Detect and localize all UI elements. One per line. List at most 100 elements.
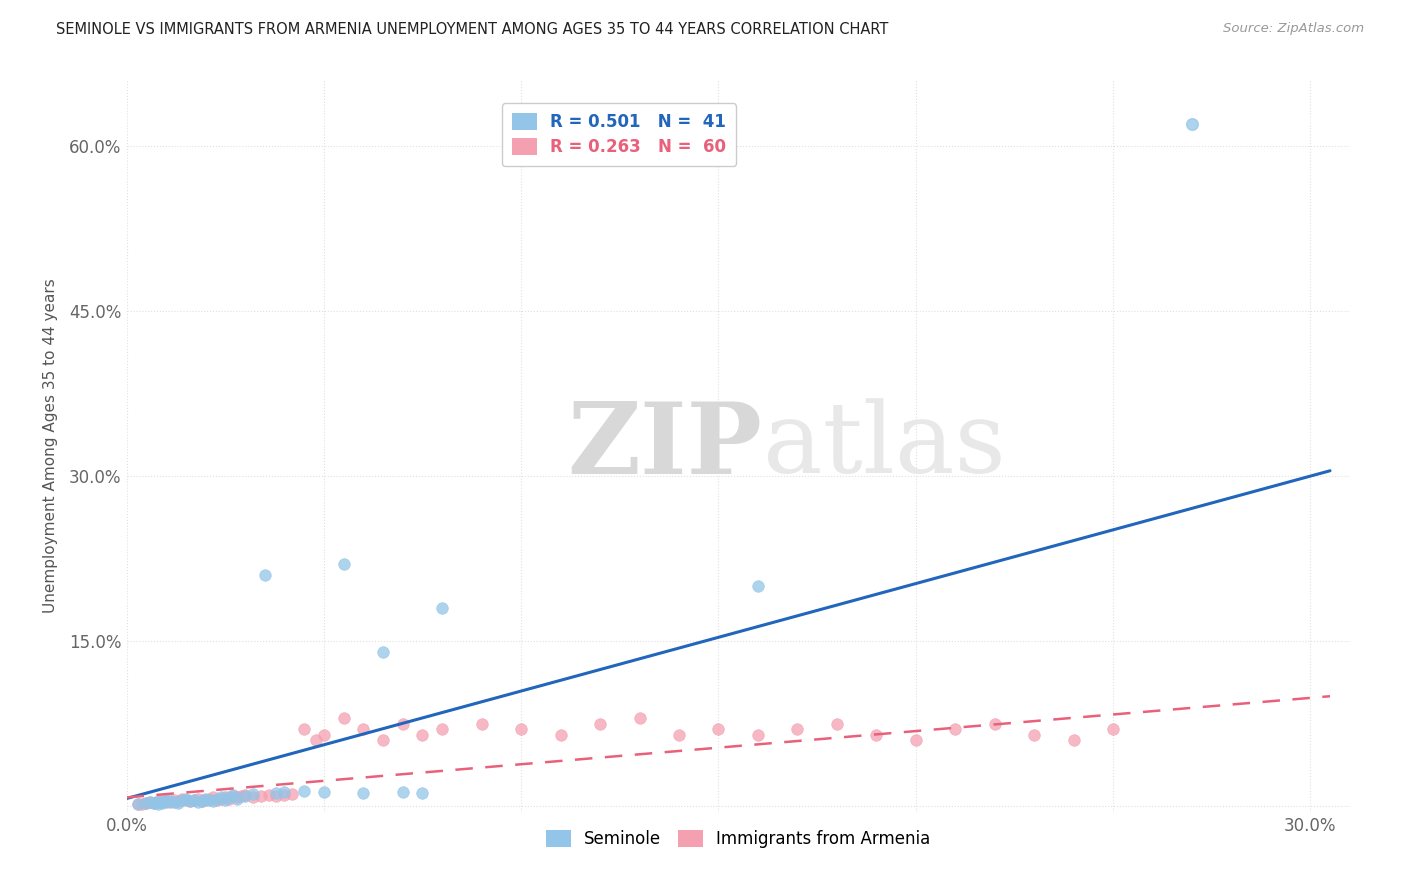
Point xyxy=(214,790,236,805)
Point xyxy=(1102,723,1125,737)
Point xyxy=(159,795,181,809)
Point xyxy=(233,789,256,804)
Point xyxy=(281,787,304,801)
Point xyxy=(218,790,240,805)
Point xyxy=(179,794,201,808)
Point xyxy=(292,723,315,737)
Text: SEMINOLE VS IMMIGRANTS FROM ARMENIA UNEMPLOYMENT AMONG AGES 35 TO 44 YEARS CORRE: SEMINOLE VS IMMIGRANTS FROM ARMENIA UNEM… xyxy=(56,22,889,37)
Point xyxy=(198,791,221,805)
Point xyxy=(146,794,169,808)
Point xyxy=(174,792,197,806)
Point xyxy=(127,797,149,811)
Point xyxy=(589,716,612,731)
Point xyxy=(305,733,328,747)
Point xyxy=(292,784,315,798)
Point xyxy=(391,785,413,799)
Point xyxy=(139,795,162,809)
Point xyxy=(411,786,433,800)
Point xyxy=(155,794,177,808)
Point xyxy=(198,792,221,806)
Point xyxy=(266,786,288,800)
Point xyxy=(273,785,295,799)
Point xyxy=(202,794,225,808)
Y-axis label: Unemployment Among Ages 35 to 44 years: Unemployment Among Ages 35 to 44 years xyxy=(44,278,58,614)
Point xyxy=(183,792,205,806)
Point xyxy=(170,792,193,806)
Point xyxy=(150,794,173,808)
Point xyxy=(332,711,354,725)
Point xyxy=(257,789,280,803)
Point xyxy=(183,792,205,806)
Point xyxy=(668,728,690,742)
Point xyxy=(135,796,157,810)
Point xyxy=(253,568,276,582)
Point xyxy=(190,794,212,808)
Point xyxy=(226,790,249,805)
Point xyxy=(135,796,157,810)
Point xyxy=(190,794,212,808)
Point xyxy=(707,723,730,737)
Point xyxy=(194,792,217,806)
Point xyxy=(187,791,209,805)
Point xyxy=(166,796,188,810)
Point xyxy=(159,794,181,808)
Point xyxy=(170,791,193,805)
Point xyxy=(150,796,173,810)
Point xyxy=(166,794,188,808)
Point xyxy=(943,723,966,737)
Point xyxy=(155,795,177,809)
Point xyxy=(352,723,374,737)
Point xyxy=(242,790,264,805)
Point xyxy=(218,791,240,805)
Point xyxy=(510,723,533,737)
Point xyxy=(411,728,433,742)
Point xyxy=(179,794,201,808)
Point xyxy=(214,792,236,806)
Point xyxy=(229,789,252,804)
Point xyxy=(146,795,169,809)
Text: ZIP: ZIP xyxy=(568,398,762,494)
Point xyxy=(143,796,166,810)
Point xyxy=(312,785,335,799)
Point xyxy=(1063,733,1085,747)
Point xyxy=(352,786,374,800)
Point xyxy=(242,787,264,801)
Point xyxy=(1181,117,1204,131)
Point xyxy=(222,789,245,803)
Point xyxy=(983,716,1005,731)
Point xyxy=(628,711,651,725)
Point xyxy=(143,796,166,810)
Point xyxy=(194,791,217,805)
Point xyxy=(146,797,169,811)
Point xyxy=(139,795,162,809)
Point xyxy=(155,792,177,806)
Point xyxy=(825,716,848,731)
Point xyxy=(207,791,229,805)
Point xyxy=(904,733,927,747)
Point xyxy=(747,579,769,593)
Point xyxy=(432,723,454,737)
Point xyxy=(332,558,354,572)
Point xyxy=(226,791,249,805)
Text: atlas: atlas xyxy=(762,398,1005,494)
Point xyxy=(187,795,209,809)
Point xyxy=(1022,728,1045,742)
Point xyxy=(207,792,229,806)
Point xyxy=(209,791,232,805)
Point xyxy=(131,797,153,811)
Point xyxy=(273,789,295,803)
Point xyxy=(432,601,454,615)
Point xyxy=(222,789,245,804)
Point xyxy=(371,733,394,747)
Point xyxy=(127,797,149,811)
Point xyxy=(249,789,271,804)
Point xyxy=(163,792,186,806)
Point xyxy=(471,716,494,731)
Point xyxy=(371,645,394,659)
Point xyxy=(174,791,197,805)
Point xyxy=(312,728,335,742)
Point xyxy=(266,789,288,804)
Point xyxy=(202,790,225,805)
Point xyxy=(209,790,232,805)
Point xyxy=(786,723,808,737)
